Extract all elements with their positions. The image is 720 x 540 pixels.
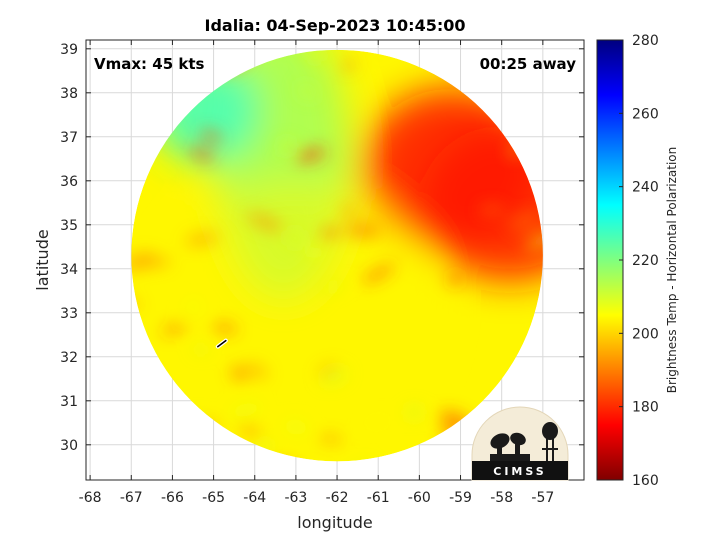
swath-streak [145, 161, 181, 177]
x-tick-label: -58 [490, 490, 513, 506]
colorbar-tick-label: 180 [632, 400, 659, 416]
swath-streak [283, 418, 309, 436]
swath-streak [188, 147, 216, 162]
colorbar-bar [596, 39, 624, 481]
swath-streak [277, 139, 295, 153]
swath-streak [229, 401, 263, 418]
swath-streak [161, 322, 188, 335]
swath-streak [304, 245, 327, 261]
colorbar-tick-label: 260 [632, 106, 659, 122]
swath-streak [192, 346, 209, 353]
swath-streak [479, 205, 505, 214]
x-axis-ticks: -68 -67 -66 -65 -64 -63 -62 -61 -60 -59 -58 -57 [79, 40, 554, 506]
x-tick-label: -67 [120, 490, 143, 506]
swath-streak [183, 297, 203, 316]
swath-streak [508, 211, 540, 231]
swath-streak [247, 364, 268, 378]
swath-streak [342, 60, 356, 70]
swath-streak [246, 213, 284, 232]
x-tick-label: -66 [161, 490, 184, 506]
logo-text: CIMSS [493, 465, 546, 478]
y-tick-label: 38 [60, 86, 78, 102]
y-tick-label: 36 [60, 174, 78, 190]
swath-streak [318, 435, 344, 443]
x-tick-label: -64 [243, 490, 266, 506]
swath-region [419, 123, 543, 282]
swath-streak [199, 129, 223, 144]
swath-streak [363, 416, 392, 428]
y-tick-label: 39 [60, 42, 78, 58]
colorbar-label: Brightness Temp - Horizontal Polarizatio… [665, 147, 679, 394]
cimss-logo: CIMSS [471, 406, 569, 481]
vmax-annotation: Vmax: 45 kts [94, 55, 204, 73]
swath-streak [345, 222, 381, 238]
colorbar-tick-label: 160 [632, 473, 659, 489]
swath-streak [317, 364, 338, 376]
x-tick-label: -65 [202, 490, 225, 506]
y-axis-ticks: 30 31 32 33 34 35 36 37 38 39 [60, 42, 584, 454]
colorbar-tick-label: 280 [632, 33, 659, 49]
y-tick-label: 30 [60, 438, 78, 454]
swath-streak [295, 147, 327, 163]
x-tick-label: -63 [284, 490, 307, 506]
time-away-annotation: 00:25 away [480, 55, 577, 73]
y-tick-label: 33 [60, 306, 78, 322]
swath-streak [525, 231, 543, 250]
swath-streak [185, 233, 219, 245]
y-axis-label: latitude [33, 229, 52, 290]
storm-center-marker [215, 338, 228, 349]
swath-streak [340, 205, 357, 218]
swath-streak [212, 323, 238, 333]
x-tick-label: -60 [408, 490, 431, 506]
swath-streak [321, 281, 345, 293]
y-tick-label: 35 [60, 218, 78, 234]
colorbar-tick-label: 220 [632, 253, 659, 269]
x-tick-label: -61 [367, 490, 390, 506]
swath-streak [131, 253, 156, 271]
x-tick-label: -62 [326, 490, 349, 506]
water-tower-icon [542, 422, 558, 462]
x-tick-label: -59 [449, 490, 472, 506]
axes-box [85, 39, 585, 481]
satellite-dish-icon [490, 432, 530, 462]
swath-streak [296, 84, 318, 100]
x-tick-label: -68 [79, 490, 102, 506]
swath-streak [447, 273, 463, 285]
x-tick-label: -57 [531, 490, 554, 506]
swath-region [151, 180, 440, 445]
swath-streak [286, 228, 304, 247]
y-tick-label: 32 [60, 350, 78, 366]
colorbar: 160 180 200 220 240 260 280 Brightness Temp - … [596, 33, 679, 489]
swath-streak [318, 225, 342, 241]
y-tick-label: 31 [60, 394, 78, 410]
storm-marker-line [217, 339, 227, 348]
y-tick-label: 34 [60, 262, 78, 278]
swath-streak [238, 424, 262, 437]
swath-streak [321, 369, 348, 384]
swath-streak [405, 405, 423, 419]
swath-streak [230, 366, 249, 380]
y-tick-label: 37 [60, 130, 78, 146]
swath-streak [362, 263, 396, 284]
colorbar-tick-label: 240 [632, 180, 659, 196]
chart-title: Idalia: 04-Sep-2023 10:45:00 [204, 16, 465, 35]
x-axis-label: longitude [297, 513, 372, 532]
colorbar-ticks: 160 180 200 220 240 260 280 [619, 33, 659, 489]
colorbar-tick-label: 200 [632, 326, 659, 342]
